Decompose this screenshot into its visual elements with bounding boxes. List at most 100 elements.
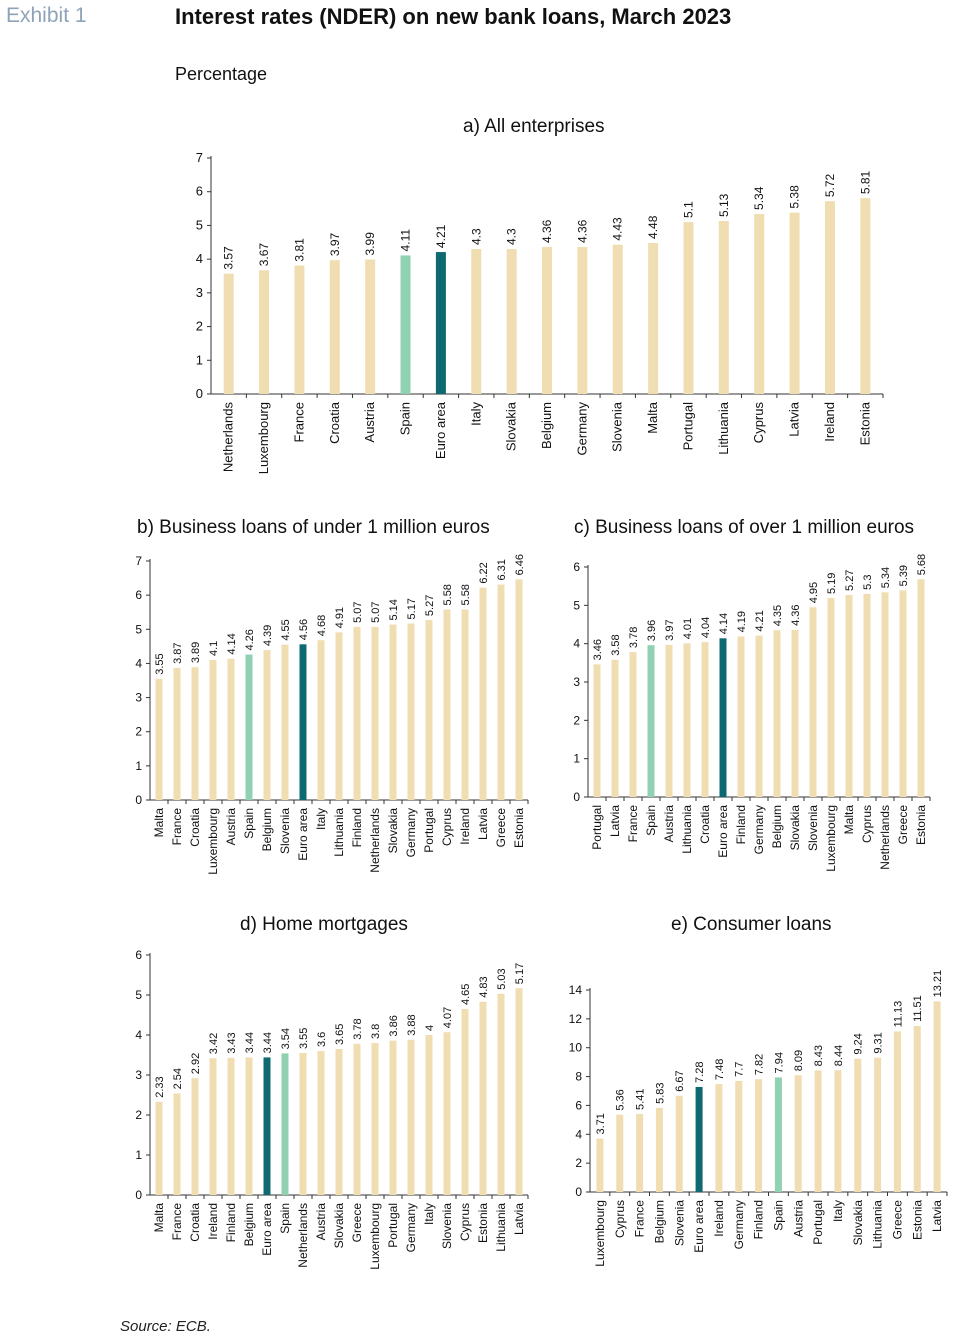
bar [191,667,199,800]
category-label: Ireland [712,1200,726,1237]
data-label: 5.3 [862,575,874,590]
category-label: Slovakia [386,808,400,854]
y-tick-label: 1 [196,352,203,367]
data-label: 7.94 [773,1052,785,1073]
category-label: Greece [890,1200,904,1240]
data-label: 5.07 [352,601,364,622]
bar [596,1138,604,1192]
data-label: 5.36 [615,1089,627,1110]
category-label: France [626,805,640,843]
bar [443,609,451,800]
category-label: Latvia [608,805,622,837]
category-label: Finland [752,1200,766,1239]
data-label: 4 [424,1025,436,1031]
category-label: Cyprus [458,1203,472,1241]
bar [400,255,411,394]
data-label: 7.48 [714,1059,726,1080]
chart-panel-2: 0 1 2 3 4 5 6 7 3.55 Malta 3.87 France 3.89 Croatia 4.… [135,554,529,875]
bar [407,1039,415,1195]
category-label: Italy [831,1200,845,1222]
bar [281,1053,289,1195]
category-label: Austria [314,1203,328,1241]
bar [335,1049,343,1195]
bar [223,273,234,394]
data-label: 3.99 [363,232,377,256]
bar [773,630,781,797]
bar [629,652,637,797]
category-label: Luxembourg [824,805,838,872]
data-label: 4.07 [442,1007,454,1028]
bar [655,1107,663,1192]
data-label: 4.14 [226,633,238,654]
bar [774,1077,782,1192]
data-label: 5.1 [681,201,695,218]
category-label: Greece [896,805,910,845]
data-label: 3.86 [388,1015,400,1036]
data-label: 3.55 [154,653,166,674]
data-label: 11.13 [892,1001,904,1028]
bar [479,1001,487,1195]
bar [612,244,623,394]
bar [389,1040,397,1195]
data-label: 4.1 [208,641,220,656]
y-tick-label: 14 [569,983,583,997]
data-label: 7.7 [734,1062,746,1077]
data-label: 9.31 [873,1032,885,1053]
bar [299,1053,307,1195]
chart-panel-4: 0 1 2 3 4 5 6 2.33 Malta 2.54 France 2.92 Croatia 3.4… [135,948,529,1270]
category-label: Portugal [680,402,695,451]
category-label: Luxembourg [206,808,220,875]
category-label: Euro area [692,1200,706,1253]
chart-panel-1: 0 1 2 3 4 5 6 7 3.57 Netherlands 3.67 Luxembourg 3.8… [196,150,884,474]
y-tick-label: 6 [135,588,142,602]
bar [809,607,817,797]
y-tick-label: 6 [573,560,580,574]
bar [425,620,433,800]
bar [611,659,619,797]
data-label: 3.65 [334,1024,346,1045]
category-label: Cyprus [860,805,874,843]
category-label: Belgium [260,808,274,851]
data-label: 6.67 [674,1070,686,1091]
y-tick-label: 10 [569,1041,583,1055]
data-label: 3.78 [628,627,640,648]
data-label: 4.39 [262,625,274,646]
y-tick-label: 3 [196,285,203,300]
data-label: 4.11 [399,229,413,252]
bar [719,638,727,797]
category-label: Greece [494,808,508,848]
category-label: Lithuania [494,1203,508,1252]
category-label: Lithuania [332,808,346,857]
bar [281,644,289,800]
category-label: Malta [645,401,660,434]
bar [461,1009,469,1195]
category-label: Spain [278,1203,292,1234]
data-label: 4.36 [575,219,589,243]
category-label: Slovenia [806,805,820,851]
category-label: Latvia [512,1203,526,1235]
y-tick-label: 2 [575,1156,582,1170]
category-label: Netherlands [221,402,236,473]
category-label: France [633,1200,647,1238]
bar [173,1093,181,1195]
bar [917,579,925,797]
y-tick-label: 7 [196,150,203,165]
category-label: Euro area [716,805,730,858]
bar [616,1114,624,1192]
data-label: 8.44 [833,1045,845,1066]
data-label: 3.58 [610,634,622,655]
data-label: 4.95 [808,582,820,603]
data-label: 3.43 [226,1032,238,1053]
category-label: Spain [771,1200,785,1231]
data-label: 6.46 [514,554,526,575]
category-label: Germany [574,402,589,456]
data-label: 9.24 [853,1033,865,1054]
category-label: Austria [791,1200,805,1238]
y-tick-label: 1 [135,759,142,773]
chart-panel-5: 0 2 4 6 8 10 12 14 3.71 Luxembourg 5.36 Cyprus 5.41 F… [569,970,948,1267]
category-label: Netherlands [368,808,382,873]
category-label: Latvia [787,401,802,436]
y-tick-label: 3 [135,1068,142,1082]
bar [824,201,835,394]
data-label: 2.54 [172,1068,184,1089]
